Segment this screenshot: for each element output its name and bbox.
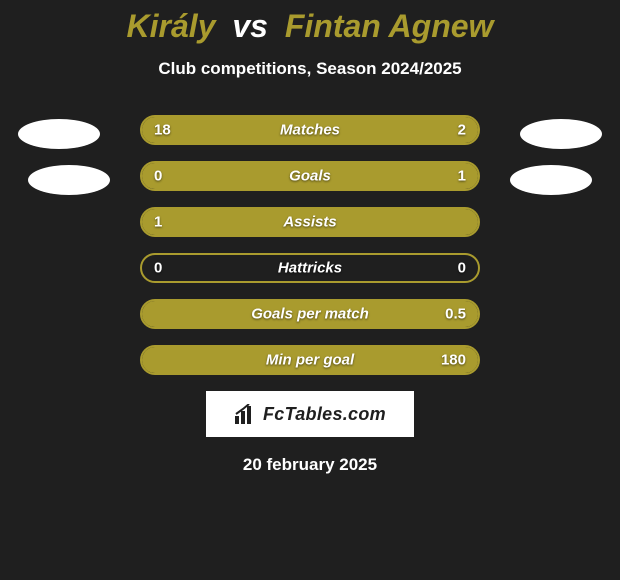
stat-row: Matches 18 2: [140, 115, 480, 145]
stat-value-left: 18: [154, 122, 171, 139]
title-player2: Fintan Agnew: [285, 8, 494, 44]
stat-fill-right: [411, 117, 478, 143]
subtitle: Club competitions, Season 2024/2025: [0, 59, 620, 79]
stat-value-right: 0.5: [445, 306, 466, 323]
player2-avatar: [520, 119, 602, 149]
stat-row: Goals per match 0.5: [140, 299, 480, 329]
stat-label: Goals per match: [251, 306, 369, 323]
stats-area: Matches182Goals01Assists1Hattricks00Goal…: [0, 115, 620, 375]
date-line: 20 february 2025: [0, 455, 620, 475]
stat-label: Goals: [289, 168, 331, 185]
stat-row: Assists 1: [140, 207, 480, 237]
comparison-container: Király vs Fintan Agnew Club competitions…: [0, 0, 620, 580]
stat-row: Goals 0 1: [140, 161, 480, 191]
stat-row: Min per goal 180: [140, 345, 480, 375]
title-player1: Király: [127, 8, 216, 44]
stat-value-left: 0: [154, 260, 162, 277]
title-vs: vs: [232, 8, 268, 44]
stat-value-left: 0: [154, 168, 162, 185]
stat-label: Hattricks: [278, 260, 342, 277]
player1-avatar: [18, 119, 100, 149]
stat-value-right: 0: [458, 260, 466, 277]
stat-value-right: 1: [458, 168, 466, 185]
stat-label: Min per goal: [266, 352, 354, 369]
player2-avatar-alt: [510, 165, 592, 195]
stat-value-right: 2: [458, 122, 466, 139]
stat-label: Matches: [280, 122, 340, 139]
stat-value-left: 1: [154, 214, 162, 231]
stat-label: Assists: [283, 214, 336, 231]
player1-avatar-alt: [28, 165, 110, 195]
stat-row: Hattricks 0 0: [140, 253, 480, 283]
page-title: Király vs Fintan Agnew: [0, 8, 620, 45]
source-badge: FcTables.com: [206, 391, 414, 437]
stat-fill-left: [142, 163, 202, 189]
chart-icon: [234, 404, 256, 424]
stat-fill-left: [142, 117, 411, 143]
source-badge-text: FcTables.com: [263, 404, 386, 425]
stat-value-right: 180: [441, 352, 466, 369]
stat-fill-right: [202, 163, 478, 189]
